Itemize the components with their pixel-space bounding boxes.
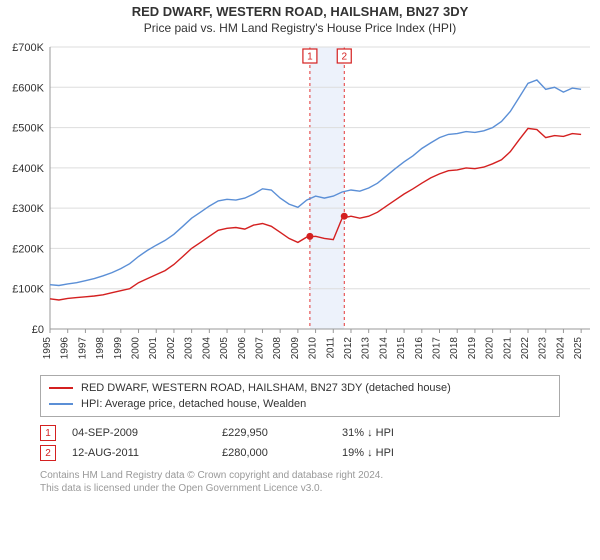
svg-text:2019: 2019 [467,337,478,360]
svg-text:2006: 2006 [237,337,248,360]
chart-area: £0 £100K £200K £300K £400K £500K £600K £700K 199… [0,39,600,369]
tx-marker: 1 [40,425,56,441]
svg-text:2002: 2002 [166,337,177,360]
svg-text:2015: 2015 [396,337,407,360]
chart-subtitle: Price paid vs. HM Land Registry's House … [0,21,600,35]
svg-text:£600K: £600K [12,82,44,94]
tx-marker: 2 [40,445,56,461]
svg-text:2018: 2018 [449,337,460,360]
svg-text:£0: £0 [32,324,44,336]
svg-text:2009: 2009 [290,337,301,360]
svg-text:£400K: £400K [12,163,44,175]
tx-delta: 31% ↓ HPI [342,427,462,439]
svg-text:2016: 2016 [414,337,425,360]
svg-text:£200K: £200K [12,243,44,255]
legend-item: RED DWARF, WESTERN ROAD, HAILSHAM, BN27 … [49,380,551,396]
tx-price: £280,000 [222,447,342,459]
footer-line: Contains HM Land Registry data © Crown c… [40,469,560,482]
legend-swatch [49,403,73,405]
svg-text:2024: 2024 [555,337,566,360]
svg-text:2007: 2007 [254,337,265,360]
svg-text:2013: 2013 [361,337,372,360]
svg-text:2: 2 [341,52,347,63]
legend-label: RED DWARF, WESTERN ROAD, HAILSHAM, BN27 … [81,382,451,394]
svg-text:1996: 1996 [60,337,71,360]
legend-box: RED DWARF, WESTERN ROAD, HAILSHAM, BN27 … [40,375,560,417]
svg-text:2023: 2023 [538,337,549,360]
svg-text:2020: 2020 [485,337,496,360]
legend-swatch [49,387,73,389]
svg-text:2000: 2000 [131,337,142,360]
footer-attribution: Contains HM Land Registry data © Crown c… [40,469,560,495]
transactions-table: 1 04-SEP-2009 £229,950 31% ↓ HPI 2 12-AU… [40,423,560,463]
svg-text:£700K: £700K [12,42,44,54]
svg-text:2005: 2005 [219,337,230,360]
svg-text:2012: 2012 [343,337,354,360]
footer-line: This data is licensed under the Open Gov… [40,482,560,495]
svg-text:1997: 1997 [77,337,88,360]
line-chart-svg: £0 £100K £200K £300K £400K £500K £600K £700K 199… [0,39,600,369]
svg-text:£100K: £100K [12,284,44,296]
svg-text:2014: 2014 [378,337,389,360]
svg-text:£300K: £300K [12,203,44,215]
svg-text:2003: 2003 [184,337,195,360]
tx-price: £229,950 [222,427,342,439]
svg-text:2008: 2008 [272,337,283,360]
svg-text:2022: 2022 [520,337,531,360]
svg-text:1: 1 [307,52,313,63]
svg-text:£500K: £500K [12,123,44,135]
table-row: 1 04-SEP-2009 £229,950 31% ↓ HPI [40,423,560,443]
svg-text:1995: 1995 [42,337,53,360]
svg-text:1999: 1999 [113,337,124,360]
svg-text:2004: 2004 [201,337,212,360]
tx-date: 04-SEP-2009 [72,427,222,439]
svg-text:2017: 2017 [432,337,443,360]
svg-text:2021: 2021 [502,337,513,360]
svg-text:1998: 1998 [95,337,106,360]
tx-delta: 19% ↓ HPI [342,447,462,459]
legend-item: HPI: Average price, detached house, Weal… [49,396,551,412]
svg-text:2011: 2011 [325,337,336,359]
chart-title: RED DWARF, WESTERN ROAD, HAILSHAM, BN27 … [0,4,600,19]
svg-text:2025: 2025 [573,337,584,360]
legend-label: HPI: Average price, detached house, Weal… [81,398,306,410]
table-row: 2 12-AUG-2011 £280,000 19% ↓ HPI [40,443,560,463]
svg-text:2010: 2010 [308,337,319,360]
svg-text:2001: 2001 [148,337,159,360]
tx-date: 12-AUG-2011 [72,447,222,459]
